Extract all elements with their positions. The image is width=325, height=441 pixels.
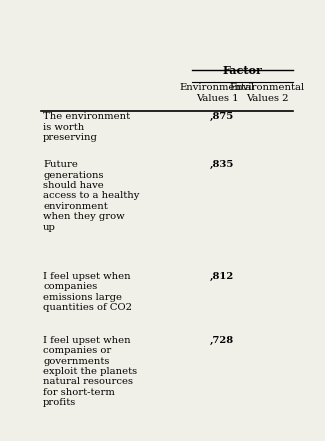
Text: ,812: ,812 bbox=[210, 272, 234, 281]
Text: ,875: ,875 bbox=[210, 112, 234, 121]
Text: ,835: ,835 bbox=[210, 160, 234, 169]
Text: I feel upset when
companies or
governments
exploit the planets
natural resources: I feel upset when companies or governmen… bbox=[43, 336, 137, 407]
Text: Factor: Factor bbox=[222, 65, 262, 76]
Text: Future
generations
should have
access to a healthy
environment
when they grow
up: Future generations should have access to… bbox=[43, 160, 139, 232]
Text: Environmental
Values 1: Environmental Values 1 bbox=[179, 83, 254, 103]
Text: The environment
is worth
preserving: The environment is worth preserving bbox=[43, 112, 130, 142]
Text: ,728: ,728 bbox=[210, 336, 234, 345]
Text: Environmental
Values 2: Environmental Values 2 bbox=[230, 83, 305, 103]
Text: I feel upset when
companies
emissions large
quantities of CO2: I feel upset when companies emissions la… bbox=[43, 272, 132, 312]
